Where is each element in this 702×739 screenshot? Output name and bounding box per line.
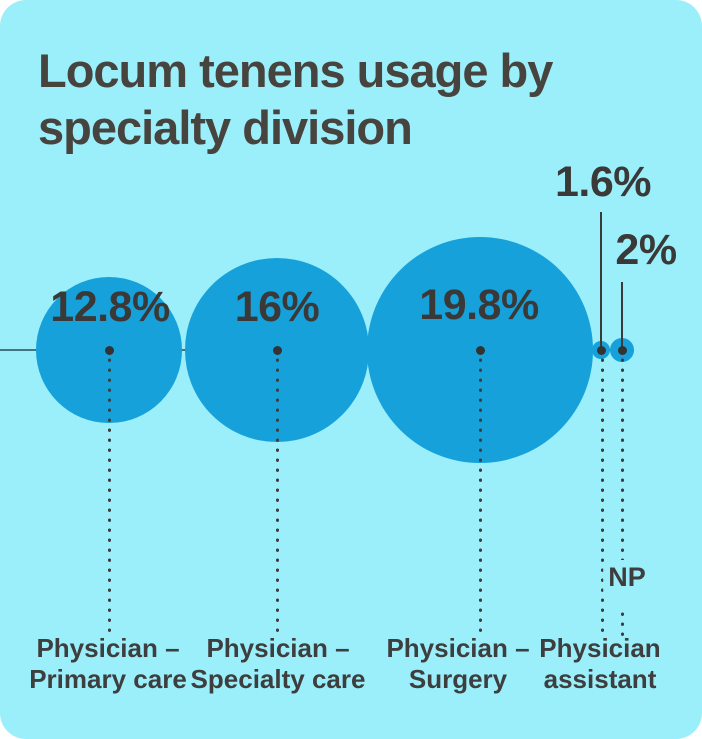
category-label-surgery: Physician – Surgery: [386, 633, 529, 695]
category-label-specialty-care: Physician – Specialty care: [191, 633, 366, 695]
dotted-line-np-upper: [620, 358, 624, 560]
center-dot-specialty-care: [272, 345, 282, 355]
value-label-surgery: 19.8%: [419, 281, 539, 329]
category-label-line: Physician –: [206, 633, 350, 663]
value-label-primary-care: 12.8%: [50, 283, 170, 331]
value-label-specialty-care: 16%: [234, 283, 320, 331]
dotted-line-surgery: [478, 358, 482, 633]
leader-line-np: [621, 282, 623, 350]
value-label-physician-assistant: 1.6%: [554, 158, 652, 206]
value-label-np: 2%: [615, 226, 677, 274]
category-label-line: Physician: [539, 633, 661, 663]
category-label-line: assistant: [543, 664, 657, 694]
category-label-line: Physician –: [36, 633, 180, 663]
category-label-primary-care: Physician – Primary care: [29, 633, 187, 695]
category-label-np: NP: [603, 562, 651, 593]
dotted-line-specialty-care: [275, 358, 279, 633]
dotted-line-physician-assistant: [600, 358, 604, 633]
chart-title-line-1: Locum tenens usage by: [38, 44, 553, 97]
center-dot-surgery: [475, 345, 485, 355]
center-dot-primary-care: [104, 345, 114, 355]
category-label-line: Surgery: [408, 664, 508, 694]
category-label-physician-assistant: Physician assistant: [539, 633, 660, 695]
dotted-line-np-lower: [620, 612, 624, 638]
chart-title-line-2: specialty division: [38, 101, 413, 154]
category-label-line: Physician –: [386, 633, 530, 663]
center-dot-physician-assistant: [596, 345, 606, 355]
chart-title: Locum tenens usage by specialty division: [38, 42, 553, 156]
center-dot-np: [617, 345, 627, 355]
leader-line-physician-assistant: [600, 212, 602, 350]
dotted-line-primary-care: [107, 358, 111, 633]
category-label-line: Primary care: [29, 664, 187, 694]
category-label-line: Specialty care: [190, 664, 366, 694]
